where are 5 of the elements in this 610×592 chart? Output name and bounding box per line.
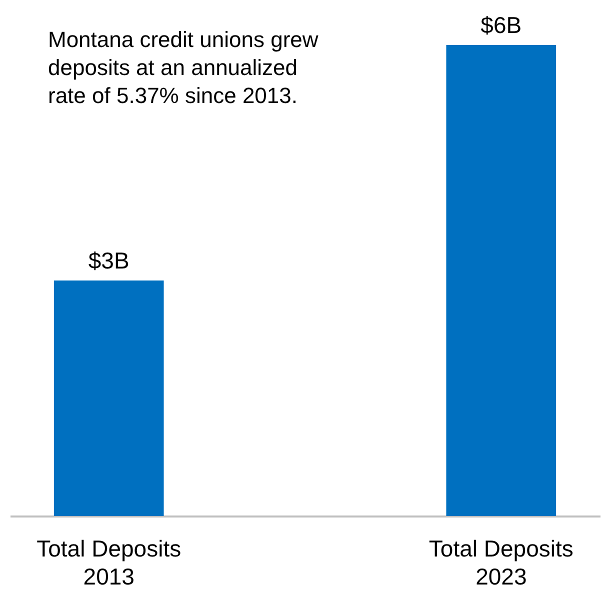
- annotation: Montana credit unions grew deposits at an annualized rate of 5.37% since 2013.: [48, 26, 320, 110]
- x-tick-label: Total Deposits 2013: [36, 536, 182, 590]
- data-label: $3B: [88, 248, 130, 274]
- data-label: $6B: [480, 12, 522, 38]
- x-tick-label: Total Deposits 2023: [428, 536, 574, 590]
